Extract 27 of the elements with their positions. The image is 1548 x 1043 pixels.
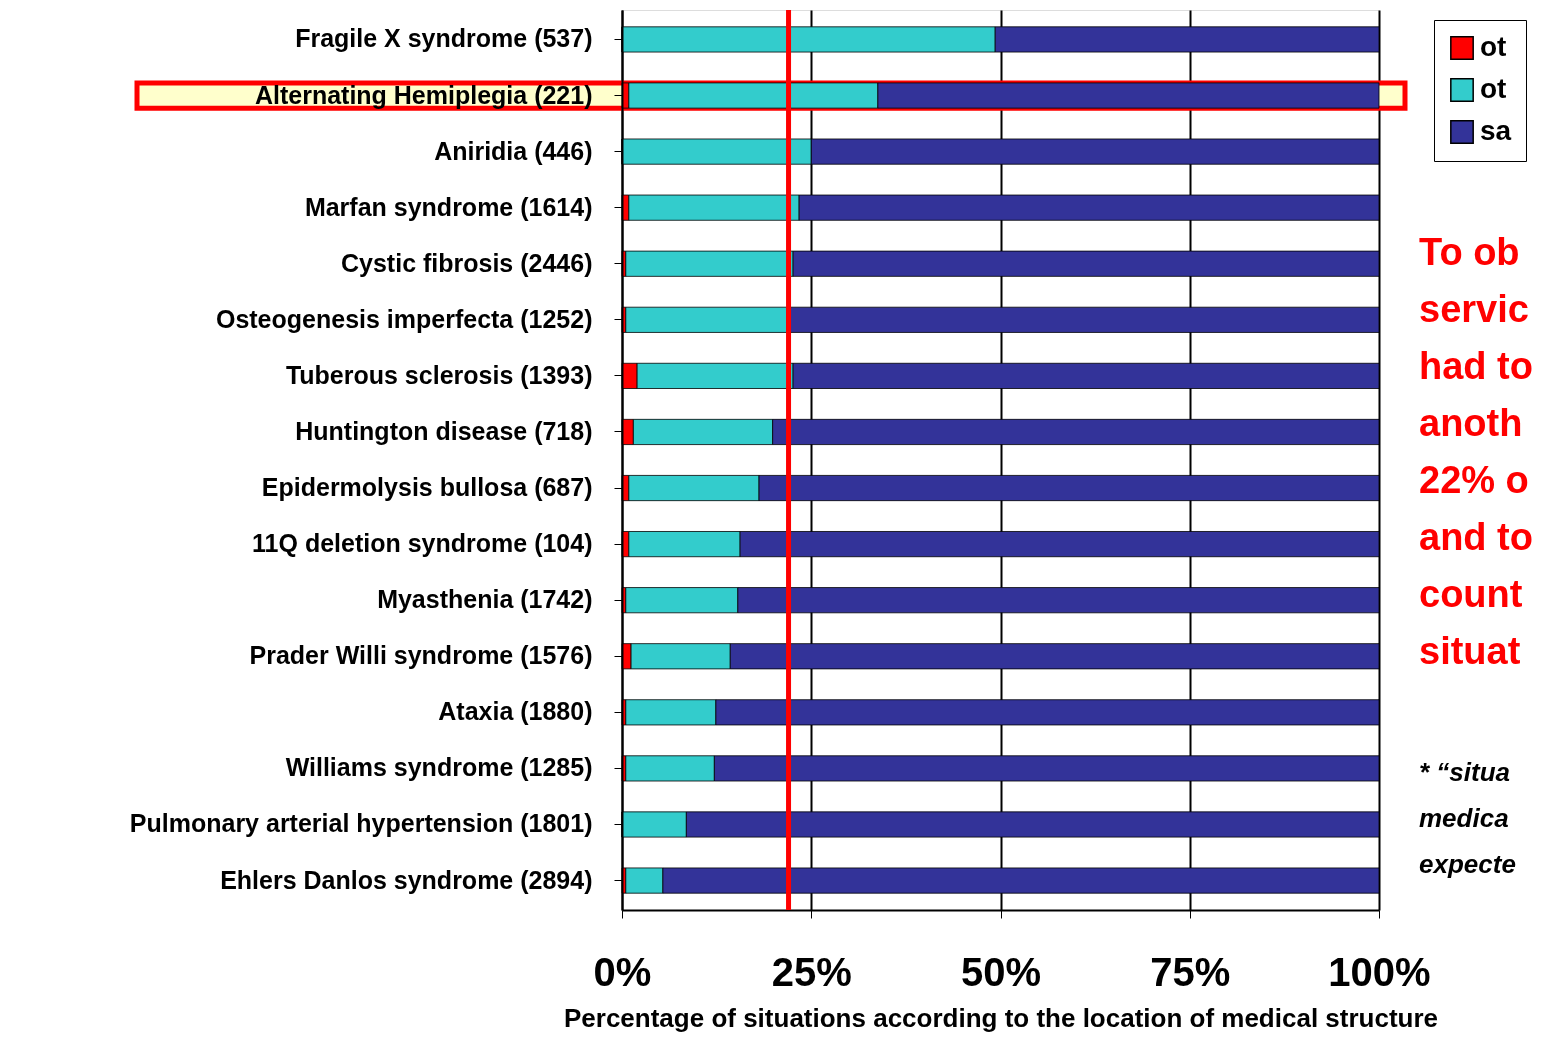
- x-tick-label: 100%: [1328, 949, 1431, 994]
- legend-label: sa: [1480, 115, 1512, 146]
- y-tick-label: Tuberous sclerosis (1393): [285, 360, 593, 389]
- y-tick-label: Prader Willi syndrome (1576): [249, 641, 593, 670]
- x-axis-title: Percentage of situations according to the location of medical structure: [563, 1002, 1439, 1033]
- y-tick-label: Alternating Hemiplegia (221): [254, 80, 593, 109]
- x-tick-label: 50%: [960, 949, 1042, 994]
- y-tick-label: Pulmonary arterial hypertension (1801): [129, 809, 593, 838]
- y-tick-label: Williams syndrome (1285): [285, 753, 593, 782]
- x-tick-label: 0%: [593, 949, 652, 994]
- x-tick-label: 75%: [1150, 949, 1231, 994]
- y-tick-label: Fragile X syndrome (537): [295, 24, 593, 53]
- y-tick-label: Ehlers Danlos syndrome (2894): [220, 865, 593, 894]
- x-tick-label: 25%: [771, 949, 852, 994]
- y-tick-label: Huntington disease (718): [295, 416, 593, 445]
- y-tick-label: Cystic fibrosis (2446): [341, 248, 593, 277]
- text: * “situa medica expecte: [1419, 757, 1516, 879]
- y-tick-label: Myasthenia (1742): [377, 585, 593, 614]
- y-tick-label: Aniridia (446): [434, 136, 593, 165]
- y-tick-label: 11Q deletion syndrome (104): [252, 529, 593, 558]
- y-tick-label: Osteogenesis imperfecta (1252): [215, 304, 593, 333]
- legend-label: ot: [1480, 73, 1507, 104]
- text: To ob servic had to anoth 22% o and to count situat: [1419, 231, 1533, 672]
- legend-label: ot: [1480, 31, 1507, 62]
- y-tick-label: Epidermolysis bullosa (687): [261, 473, 593, 502]
- y-tick-label: Ataxia (1880): [438, 697, 593, 726]
- y-tick-label: Marfan syndrome (1614): [304, 192, 593, 221]
